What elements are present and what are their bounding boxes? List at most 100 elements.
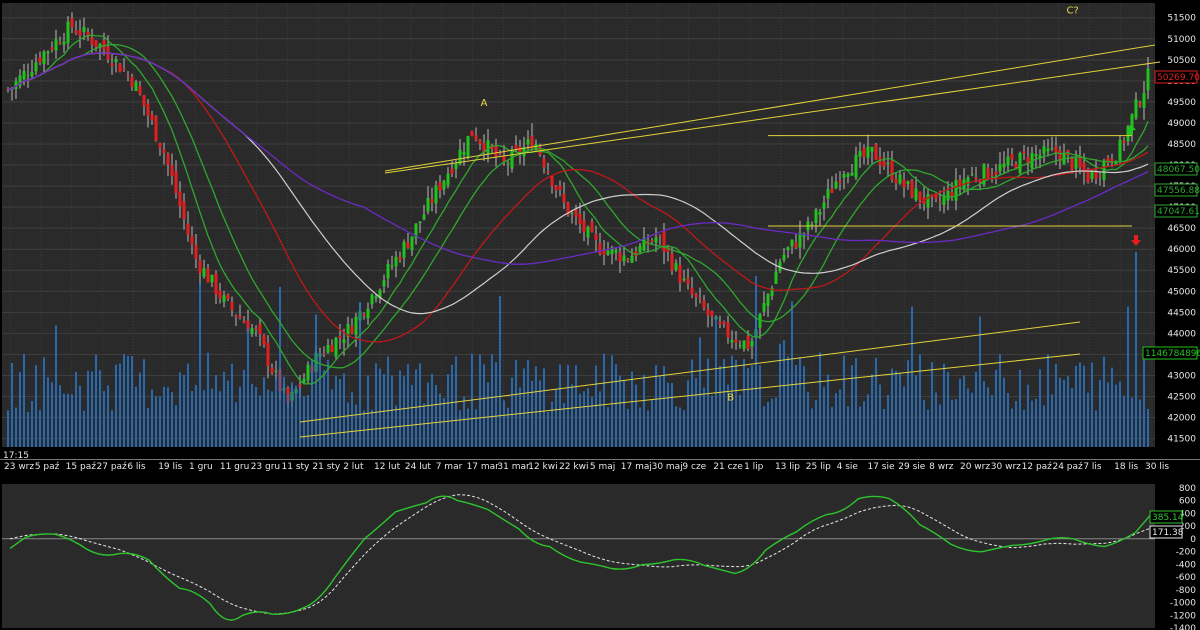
- volume-bar: [799, 357, 801, 447]
- candle-body: [470, 130, 474, 136]
- volume-bar: [339, 379, 341, 447]
- volume-bar: [91, 371, 93, 447]
- volume-bar: [435, 385, 437, 447]
- candle-body: [338, 336, 342, 338]
- volume-bar: [347, 402, 349, 447]
- volume-bar: [439, 393, 441, 447]
- candle-body: [950, 191, 954, 198]
- price-tick-label: 45500: [1167, 266, 1196, 276]
- candle-body: [910, 180, 914, 198]
- volume-bar: [1119, 381, 1121, 447]
- candle-body: [526, 138, 530, 145]
- volume-bar: [447, 374, 449, 447]
- moving-average-short: [7, 34, 1149, 385]
- candle-body: [382, 280, 386, 287]
- volume-bar: [263, 377, 265, 447]
- candle-body: [158, 142, 162, 149]
- volume-bar: [671, 383, 673, 447]
- candle-body: [690, 287, 694, 295]
- date-tick-label: 8 wrz: [929, 462, 954, 472]
- candle-body: [734, 339, 738, 343]
- candle-body: [1082, 162, 1086, 173]
- candle-body: [302, 378, 306, 383]
- price-tick-label: 44500: [1167, 308, 1196, 318]
- volume-bar: [1031, 400, 1033, 447]
- volume-bar: [1051, 394, 1053, 447]
- volume-bar: [727, 384, 729, 447]
- volume-bar: [319, 352, 321, 447]
- candle-body: [418, 221, 422, 224]
- candle-body: [514, 144, 518, 149]
- volume-bar: [1043, 405, 1045, 447]
- oscillator-tick-label: 400: [1179, 509, 1196, 519]
- volume-bar: [43, 357, 45, 447]
- volume-bar: [251, 383, 253, 447]
- candle-body: [270, 367, 274, 373]
- candle-body: [802, 233, 806, 238]
- candle-body: [502, 155, 506, 162]
- wave-annotation: A: [481, 98, 488, 109]
- volume-bar: [287, 393, 289, 447]
- volume-bar: [711, 395, 713, 447]
- volume-bar: [1055, 363, 1057, 447]
- candle-body: [246, 320, 250, 332]
- candle-body: [986, 167, 990, 179]
- price-tick-label: 48500: [1167, 140, 1196, 150]
- volume-bar: [559, 364, 561, 447]
- candle-body: [58, 42, 62, 44]
- volume-bar: [419, 363, 421, 447]
- candle-body: [830, 188, 834, 193]
- volume-bar: [775, 397, 777, 447]
- volume-bar: [107, 385, 109, 447]
- date-tick-label: 5 paź: [35, 462, 60, 472]
- volume-bar: [647, 410, 649, 447]
- oscillator-signal-line: [9, 494, 1152, 615]
- volume-bar: [935, 392, 937, 447]
- candle-body: [134, 81, 138, 91]
- volume-bar: [683, 410, 685, 447]
- candle-body: [254, 328, 258, 330]
- volume-bar: [547, 411, 549, 447]
- volume-bar: [159, 396, 161, 447]
- candle-body: [494, 146, 498, 157]
- oscillator-tick-label: -800: [1176, 586, 1197, 596]
- candle-body: [918, 191, 922, 201]
- price-tick-label: 42000: [1167, 414, 1196, 424]
- candle-body: [706, 309, 710, 316]
- volume-bar: [75, 371, 77, 447]
- volume-bar: [1095, 410, 1097, 447]
- volume-bar: [655, 365, 657, 447]
- candle-body: [214, 273, 218, 295]
- candle-body: [674, 262, 678, 270]
- candle-body: [166, 153, 170, 165]
- volume-bar: [1139, 399, 1141, 447]
- candle-body: [622, 255, 626, 262]
- volume-bar: [807, 391, 809, 447]
- candle-body: [570, 213, 574, 215]
- trend-line: [384, 61, 1161, 174]
- volume-bar: [403, 376, 405, 447]
- volume-bar: [1007, 393, 1009, 447]
- volume-bar: [1131, 397, 1133, 447]
- volume-bar: [167, 387, 169, 447]
- volume-bar: [1103, 356, 1105, 447]
- candle-body: [1118, 139, 1122, 161]
- candle-body: [866, 146, 870, 158]
- volume-bar: [459, 410, 461, 447]
- volume-bar: [903, 386, 905, 447]
- candle-body: [258, 323, 262, 335]
- candle-body: [306, 364, 310, 381]
- volume-bar: [667, 382, 669, 447]
- candle-body: [274, 370, 278, 372]
- candle-body: [74, 30, 78, 34]
- candle-body: [634, 251, 638, 257]
- date-tick-label: 5 maj: [590, 462, 615, 472]
- volume-bar: [7, 410, 9, 447]
- volume-bar: [247, 327, 249, 447]
- volume-bar: [83, 410, 85, 447]
- date-tick-label: 21 sty: [312, 462, 341, 472]
- volume-bar: [1099, 379, 1101, 447]
- candle-body: [846, 173, 850, 177]
- candle-body: [970, 174, 974, 176]
- candle-body: [898, 174, 902, 184]
